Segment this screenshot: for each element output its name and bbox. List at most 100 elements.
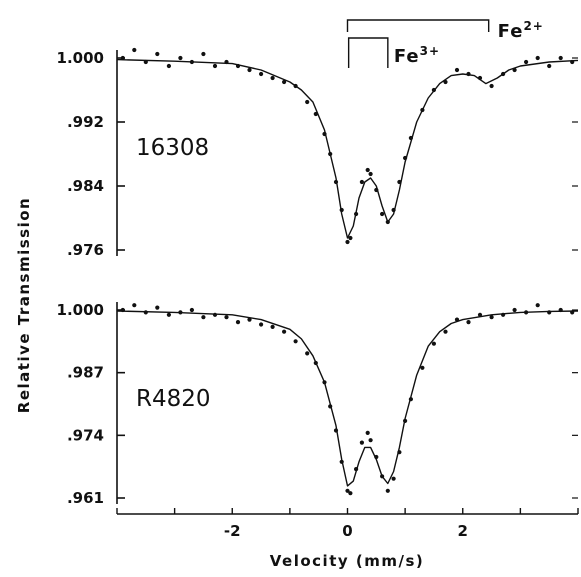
data-point [466,71,471,77]
data-point [328,404,333,409]
x-tick-label: -2 [224,522,241,540]
data-point [235,63,241,69]
data-point [143,310,148,315]
data-point [333,428,339,433]
data-point [345,239,350,245]
data-point [247,67,252,73]
data-point [348,235,353,241]
data-point [270,75,275,81]
data-point [166,312,171,317]
data-point [512,67,517,73]
data-point [570,59,575,65]
data-point [368,438,373,443]
fe3-superscript: 3+ [420,44,440,58]
panel-1: 1.000 .992 .984 .976 16308 Fe2+ Fe3+ [57,19,579,259]
data-point [189,59,194,65]
data-point [339,207,344,213]
data-point [454,67,460,73]
data-point [466,320,471,325]
x-tick-label: 0 [342,522,352,540]
sample-label: 16308 [136,135,209,161]
data-point [391,207,396,213]
data-point [489,315,494,320]
data-point [328,151,333,157]
data-point [558,307,563,313]
data-point [259,322,264,327]
data-point [359,440,364,445]
fe3-label: Fe3+ [394,44,440,67]
data-point [501,71,506,77]
data-point [339,459,344,464]
data-point [443,329,448,334]
data-point [403,418,408,423]
data-point [354,211,359,217]
data-point [270,324,275,329]
data-point [524,310,529,315]
data-point [385,488,390,493]
data-point [477,312,483,317]
y-tick-label: .984 [67,177,104,195]
data-point [512,307,517,313]
data-point [313,111,318,117]
data-point [224,315,229,320]
data-point [454,317,460,322]
data-point [501,312,506,317]
data-point [333,179,339,185]
y-tick-label: .992 [67,113,104,131]
plot-area: 1.000 .992 .984 .976 16308 Fe2+ Fe3+ 1.000 .987.… [57,19,579,540]
y-tick-label: .974 [67,426,104,444]
data-point [408,397,413,402]
data-point [132,303,137,308]
data-point [443,79,448,85]
data-point [322,131,327,137]
data-point [155,305,160,310]
data-point [345,488,350,493]
sample-label: R4820 [136,386,211,412]
y-tick-label: .976 [67,241,104,259]
data-point [420,365,425,370]
fe2-superscript: 2+ [523,19,543,33]
data-point [359,179,364,185]
data-point [397,179,402,185]
data-point [282,79,287,85]
y-axis-label: Relative Transmission [15,197,33,413]
data-point [547,63,552,69]
data-point [247,317,252,322]
data-point [235,320,241,325]
data-point [132,47,137,53]
data-point [385,219,390,225]
data-point [143,59,148,65]
data-point [535,55,540,61]
data-point [322,380,327,385]
data-point [259,71,264,77]
data-point [365,167,370,173]
y-tick-label: 1.000 [57,301,104,319]
data-point [189,307,194,313]
fe2-label: Fe2+ [498,19,544,42]
fit-curve [116,310,579,487]
data-point [403,155,408,161]
x-tick-label: 2 [458,522,468,540]
data-point [420,107,425,113]
data-point [120,307,125,313]
data-point [368,171,373,177]
data-point [489,83,494,89]
data-point [535,303,540,308]
data-point [365,430,370,435]
data-point [558,55,563,61]
data-point [201,315,206,320]
fit-curve [116,58,579,239]
data-point [120,55,125,61]
data-point [380,211,385,217]
y-tick-label: .987 [67,364,104,382]
data-point [348,491,353,496]
data-point [397,450,402,455]
data-point [166,63,171,69]
data-point [201,51,206,57]
data-point [547,310,552,315]
panel-2: 1.000 .987 .974 .961 R4820 -2 0 2 [57,301,579,540]
data-point [391,476,396,481]
data-point [524,59,529,65]
data-point [178,55,183,61]
